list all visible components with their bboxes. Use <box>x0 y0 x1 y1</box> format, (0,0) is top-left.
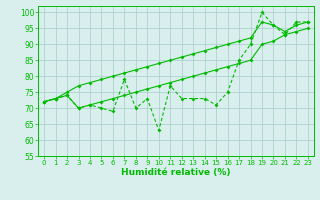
X-axis label: Humidité relative (%): Humidité relative (%) <box>121 168 231 177</box>
